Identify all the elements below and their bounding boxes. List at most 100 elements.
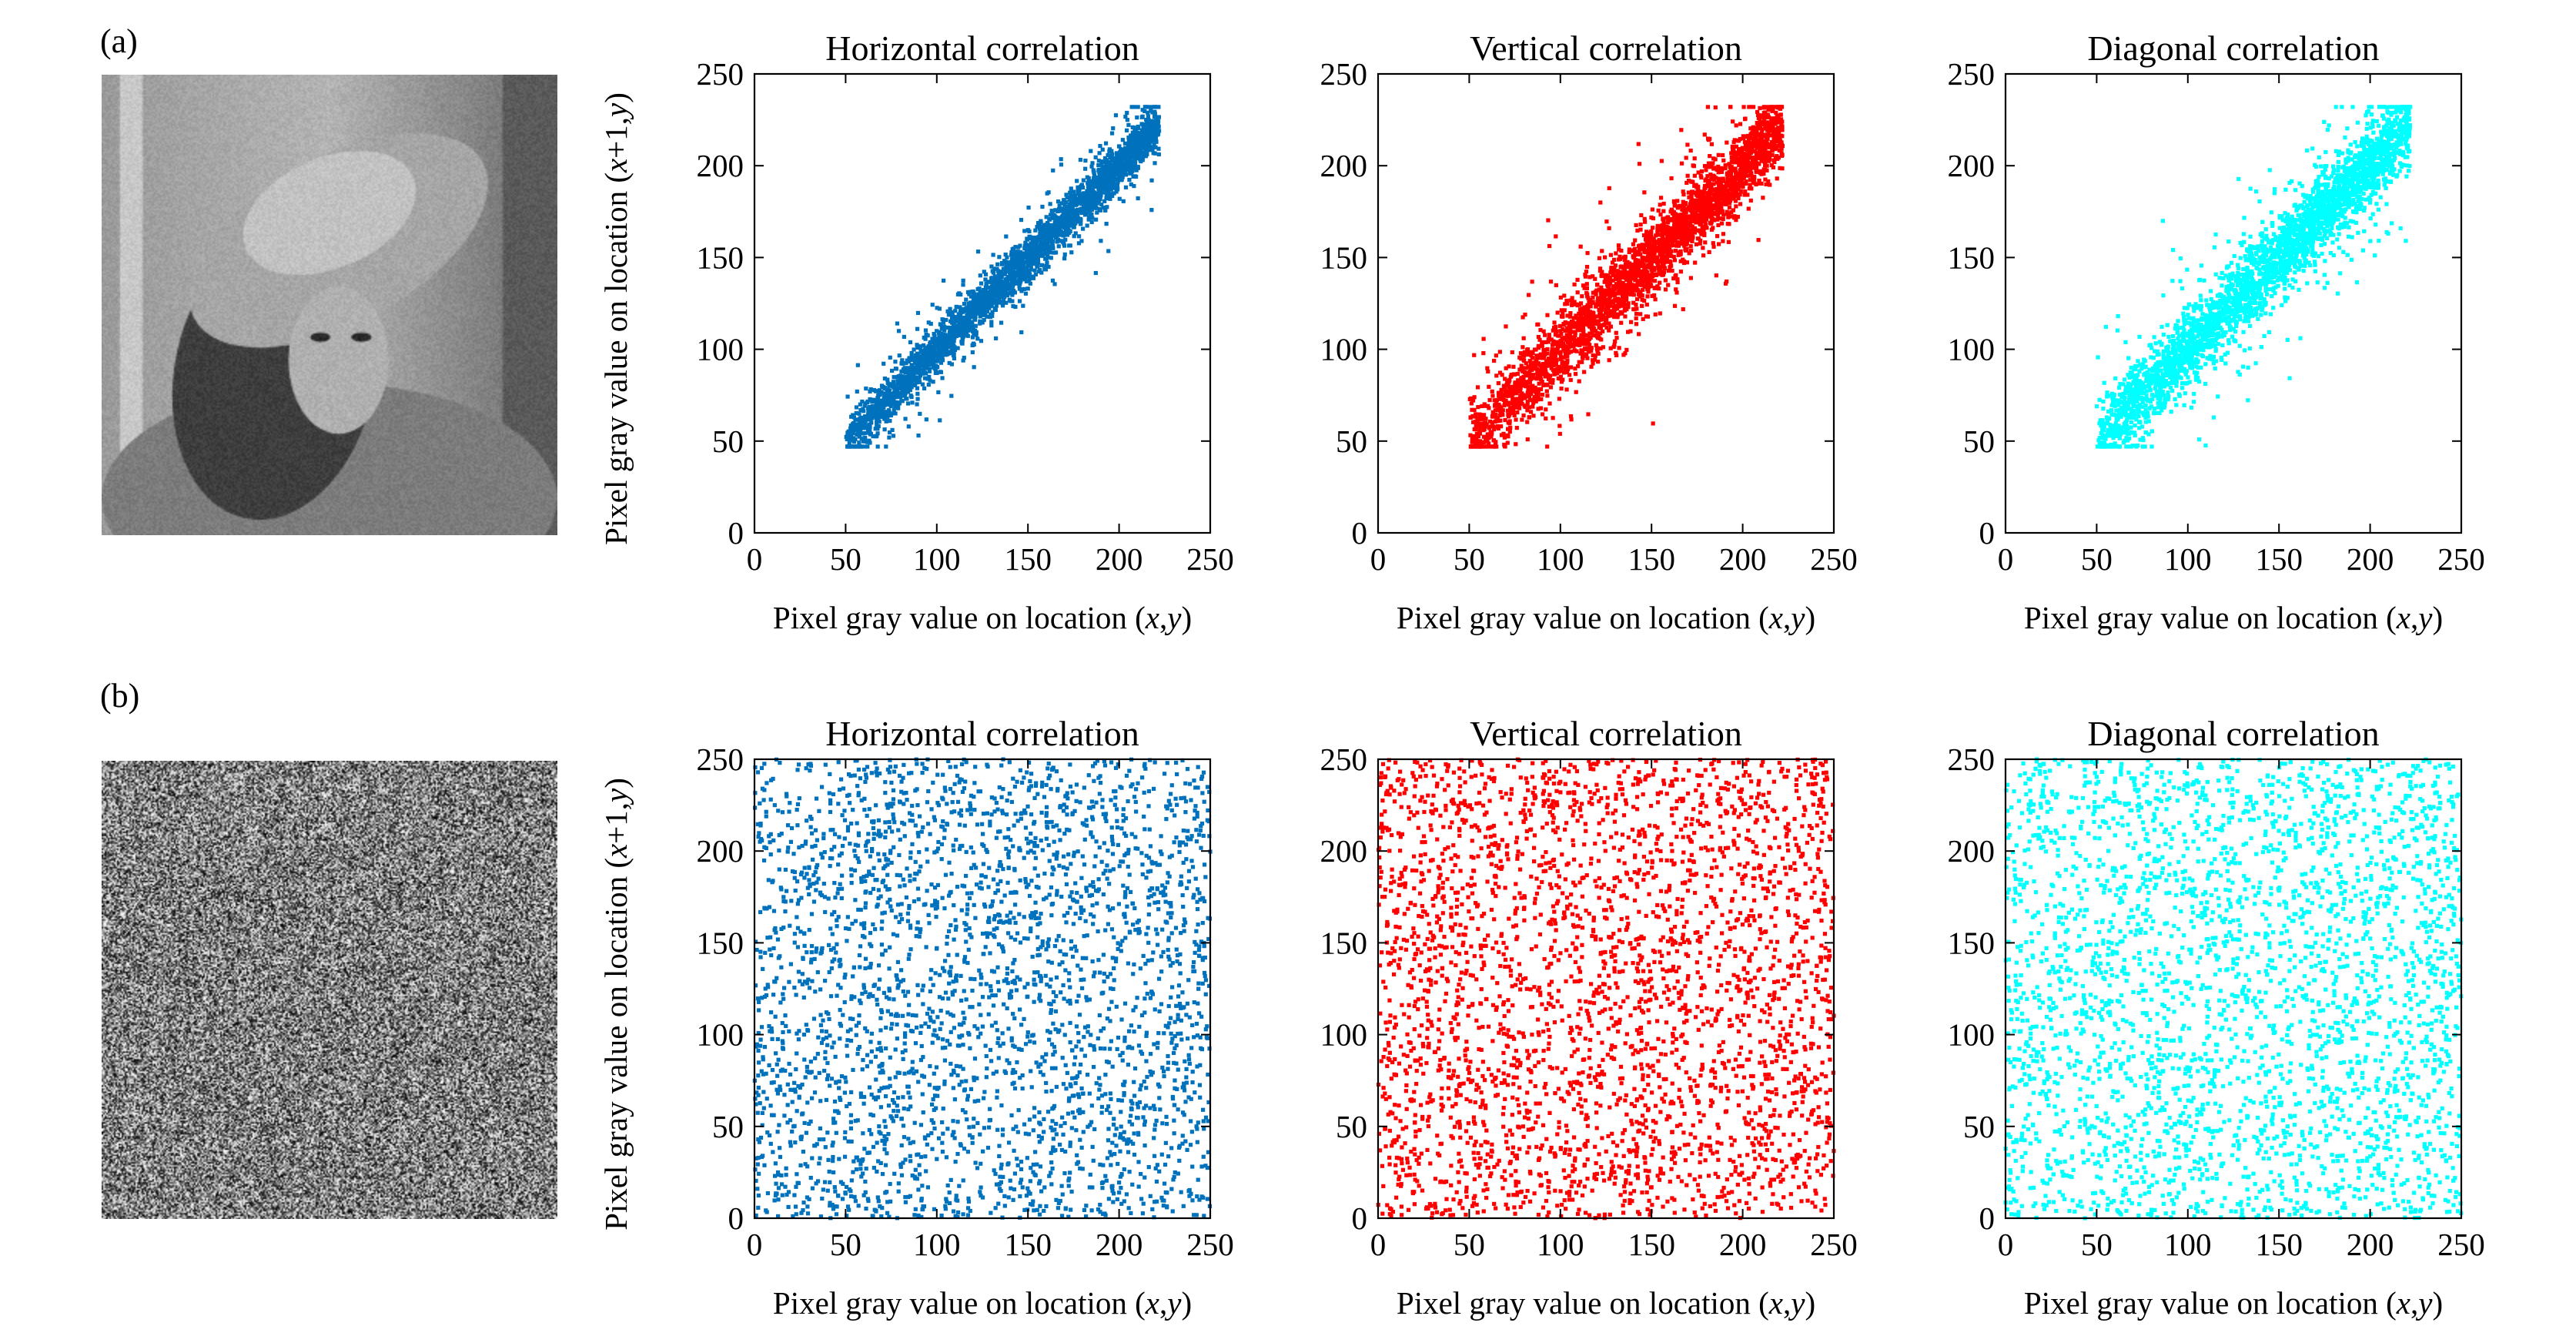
data-point [1468, 433, 1473, 437]
data-point [1029, 264, 1033, 270]
data-point [972, 292, 977, 297]
data-point [1614, 330, 1618, 335]
data-point [1769, 162, 1774, 168]
data-point [1069, 199, 1073, 203]
data-point [900, 374, 905, 379]
data-point [928, 340, 932, 345]
data-point [1083, 196, 1088, 201]
data-point [1631, 242, 1636, 246]
data-point [1611, 270, 1615, 275]
data-point [1531, 400, 1536, 405]
data-point [1761, 120, 1766, 125]
data-point [1731, 155, 1735, 160]
data-point [1123, 114, 1128, 119]
data-point [1776, 116, 1781, 121]
data-point [1712, 210, 1717, 215]
data-point [970, 350, 975, 355]
data-point [1092, 170, 1096, 176]
data-point [1089, 199, 1093, 203]
data-point [1521, 393, 1526, 397]
data-point [1621, 275, 1625, 280]
data-point [1763, 177, 1768, 182]
data-point [1087, 186, 1092, 190]
data-point [1567, 314, 1573, 319]
data-point [915, 380, 919, 385]
data-point [1048, 202, 1052, 206]
data-point [1119, 178, 1124, 182]
data-point [1104, 171, 1109, 176]
data-point [1130, 130, 1135, 135]
data-point [1545, 347, 1550, 352]
data-point [1126, 135, 1131, 140]
data-point [1554, 350, 1560, 355]
data-point [1088, 188, 1092, 193]
data-point [1538, 406, 1544, 410]
data-point [1142, 132, 1146, 137]
data-point [1109, 158, 1114, 163]
data-point [1636, 142, 1641, 146]
data-point [1538, 377, 1544, 382]
panel-label-a: (a) [100, 22, 138, 60]
data-point [893, 389, 898, 393]
data-point [1753, 149, 1758, 154]
data-point [1637, 247, 1642, 252]
data-point [1708, 154, 1712, 159]
data-point [1702, 163, 1708, 169]
data-point [941, 278, 946, 283]
data-point [1557, 333, 1561, 338]
data-point [1561, 377, 1565, 382]
data-point [1076, 241, 1082, 246]
data-point [1651, 253, 1656, 259]
data-point [1009, 259, 1015, 264]
data-point [949, 349, 954, 353]
data-point [895, 379, 900, 383]
data-point [1515, 371, 1521, 377]
data-point [846, 431, 851, 437]
data-point [1139, 146, 1144, 150]
data-point [1598, 200, 1603, 205]
data-point [1605, 283, 1610, 287]
data-point [1642, 190, 1647, 195]
data-point [955, 333, 960, 337]
data-point [910, 372, 915, 377]
data-point [1125, 118, 1129, 122]
data-point [960, 331, 965, 336]
data-point [1562, 293, 1567, 298]
data-point [1737, 184, 1741, 189]
data-point [1497, 370, 1503, 375]
data-point [1594, 304, 1598, 309]
data-point [861, 426, 866, 430]
data-point [991, 270, 996, 275]
data-point [1129, 138, 1134, 142]
data-point [1029, 252, 1034, 256]
data-point [875, 427, 880, 431]
data-point [1672, 199, 1677, 205]
data-point [1156, 120, 1160, 125]
data-point [905, 358, 909, 363]
data-point [1713, 105, 1718, 110]
data-point [983, 310, 988, 316]
data-point [1565, 326, 1570, 331]
data-point [1138, 157, 1142, 162]
data-point [1044, 263, 1049, 268]
data-point [866, 417, 871, 422]
data-point [969, 324, 974, 329]
data-point [962, 301, 967, 306]
panel-label-b: (b) [100, 677, 140, 715]
data-point [868, 397, 873, 403]
data-point [1134, 141, 1139, 146]
data-point [1588, 335, 1593, 340]
data-point [1625, 260, 1630, 264]
data-point [1598, 290, 1604, 295]
data-point [1705, 174, 1710, 179]
data-point [1119, 156, 1123, 162]
data-point [1521, 345, 1525, 350]
data-point [1116, 144, 1122, 149]
data-point [1693, 211, 1698, 216]
data-point [996, 300, 1002, 305]
data-point [930, 337, 935, 341]
data-point [1110, 193, 1115, 199]
data-point [1036, 221, 1041, 226]
data-point [1045, 236, 1049, 240]
data-point [1523, 366, 1528, 370]
